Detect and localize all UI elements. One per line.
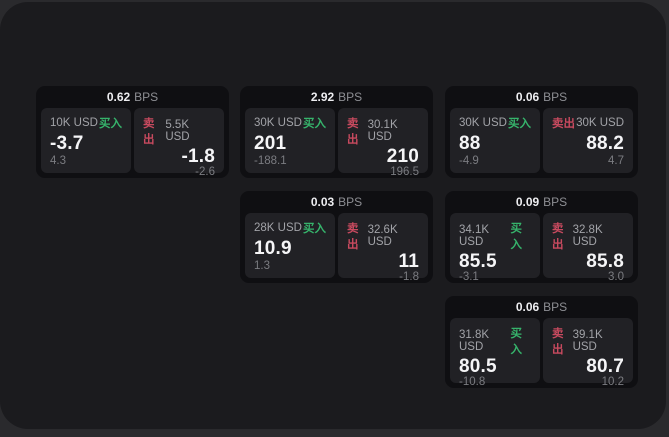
bps-value: 0.06 bbox=[515, 300, 540, 314]
sell-notional: 5.5K USD bbox=[165, 119, 190, 143]
bps-header: 0.62 BPS bbox=[41, 86, 224, 108]
bps-value: 0.09 bbox=[515, 195, 540, 209]
bps-unit: BPS bbox=[543, 300, 568, 314]
sell-change: 3.0 bbox=[608, 271, 624, 283]
sell-notional: 39.1K USD bbox=[572, 329, 603, 353]
sell-side-label: 卖出 bbox=[347, 223, 359, 251]
bps-value: 0.62 bbox=[106, 90, 131, 104]
bps-unit: BPS bbox=[134, 90, 159, 104]
sell-side-label: 卖出 bbox=[347, 118, 359, 146]
buy-side-label: 买入 bbox=[508, 118, 531, 130]
sell-panel[interactable]: 卖出 5.5K USD -1.8 -2.6 bbox=[134, 108, 224, 178]
sell-panel[interactable]: 卖出 32.8K USD 85.8 3.0 bbox=[543, 213, 633, 283]
bps-header: 0.03 BPS bbox=[245, 191, 428, 213]
buy-side-label: 买入 bbox=[303, 223, 326, 235]
buy-change: -10.8 bbox=[459, 376, 486, 388]
quote-card: 0.62 BPS 10K USD 买入 -3.7 4.3 卖出 5.5K USD… bbox=[36, 86, 229, 178]
buy-notional: 30K USD bbox=[254, 117, 302, 129]
sell-side-label: 卖出 bbox=[552, 223, 564, 251]
bps-header: 0.06 BPS bbox=[450, 86, 633, 108]
buy-price: 88 bbox=[459, 132, 481, 154]
sell-side-label: 卖出 bbox=[552, 118, 575, 130]
sell-change: 10.2 bbox=[601, 376, 624, 388]
buy-panel[interactable]: 28K USD 买入 10.9 1.3 bbox=[245, 213, 335, 278]
buy-notional: 34.1K USD bbox=[459, 224, 490, 248]
sell-price: 11 bbox=[398, 251, 419, 272]
sell-notional: 30K USD bbox=[576, 117, 624, 129]
buy-side-label: 买入 bbox=[510, 223, 522, 251]
buy-panel[interactable]: 30K USD 买入 201 -188.1 bbox=[245, 108, 335, 173]
buy-side-label: 买入 bbox=[99, 118, 122, 130]
sell-change: 196.5 bbox=[390, 166, 419, 178]
sell-change: -1.8 bbox=[399, 271, 419, 283]
sell-price: 80.7 bbox=[586, 356, 624, 377]
sell-notional: 30.1K USD bbox=[367, 119, 398, 143]
sell-side-label: 卖出 bbox=[552, 328, 564, 356]
buy-price: 80.5 bbox=[459, 356, 497, 377]
bps-value: 0.03 bbox=[310, 195, 335, 209]
buy-panel[interactable]: 10K USD 买入 -3.7 4.3 bbox=[41, 108, 131, 173]
buy-price: -3.7 bbox=[50, 132, 84, 154]
sell-side-label: 卖出 bbox=[143, 118, 155, 146]
bps-header: 0.09 BPS bbox=[450, 191, 633, 213]
buy-notional: 31.8K USD bbox=[459, 329, 490, 353]
buy-change: 4.3 bbox=[50, 155, 66, 167]
sell-change: -2.6 bbox=[195, 166, 215, 178]
bps-unit: BPS bbox=[338, 90, 363, 104]
buy-change: -188.1 bbox=[254, 155, 287, 167]
buy-side-label: 买入 bbox=[303, 118, 326, 130]
bps-unit: BPS bbox=[338, 195, 363, 209]
buy-change: -3.1 bbox=[459, 271, 479, 283]
sell-change: 4.7 bbox=[608, 155, 624, 167]
sell-price: 210 bbox=[386, 146, 419, 167]
sell-notional: 32.8K USD bbox=[572, 224, 603, 248]
buy-notional: 10K USD bbox=[50, 117, 98, 129]
quote-card: 0.03 BPS 28K USD 买入 10.9 1.3 卖出 32.6K US… bbox=[240, 191, 433, 283]
sell-price: -1.8 bbox=[181, 146, 215, 167]
sell-panel[interactable]: 卖出 32.6K USD 11 -1.8 bbox=[338, 213, 428, 283]
buy-panel[interactable]: 30K USD 买入 88 -4.9 bbox=[450, 108, 540, 173]
bps-header: 0.06 BPS bbox=[450, 296, 633, 318]
quote-card: 2.92 BPS 30K USD 买入 201 -188.1 卖出 30.1K … bbox=[240, 86, 433, 178]
buy-notional: 30K USD bbox=[459, 117, 507, 129]
bps-header: 2.92 BPS bbox=[245, 86, 428, 108]
sell-panel[interactable]: 卖出 30K USD 88.2 4.7 bbox=[543, 108, 633, 173]
buy-price: 10.9 bbox=[254, 237, 292, 259]
quote-card: 0.06 BPS 31.8K USD 买入 80.5 -10.8 卖出 39.1… bbox=[445, 296, 638, 388]
quote-card: 0.06 BPS 30K USD 买入 88 -4.9 卖出 30K USD 8… bbox=[445, 86, 638, 178]
sell-price: 85.8 bbox=[586, 251, 624, 272]
buy-change: 1.3 bbox=[254, 260, 270, 272]
buy-change: -4.9 bbox=[459, 155, 479, 167]
buy-price: 85.5 bbox=[459, 251, 497, 272]
bps-value: 2.92 bbox=[310, 90, 335, 104]
quote-card: 0.09 BPS 34.1K USD 买入 85.5 -3.1 卖出 32.8K… bbox=[445, 191, 638, 283]
buy-price: 201 bbox=[254, 132, 287, 154]
buy-panel[interactable]: 34.1K USD 买入 85.5 -3.1 bbox=[450, 213, 540, 283]
bps-unit: BPS bbox=[543, 90, 568, 104]
app-window: 0.62 BPS 10K USD 买入 -3.7 4.3 卖出 5.5K USD… bbox=[0, 2, 666, 429]
bps-value: 0.06 bbox=[515, 90, 540, 104]
buy-side-label: 买入 bbox=[510, 328, 522, 356]
sell-notional: 32.6K USD bbox=[367, 224, 398, 248]
sell-panel[interactable]: 卖出 39.1K USD 80.7 10.2 bbox=[543, 318, 633, 388]
buy-notional: 28K USD bbox=[254, 222, 302, 234]
bps-unit: BPS bbox=[543, 195, 568, 209]
sell-panel[interactable]: 卖出 30.1K USD 210 196.5 bbox=[338, 108, 428, 178]
sell-price: 88.2 bbox=[586, 132, 624, 154]
buy-panel[interactable]: 31.8K USD 买入 80.5 -10.8 bbox=[450, 318, 540, 388]
